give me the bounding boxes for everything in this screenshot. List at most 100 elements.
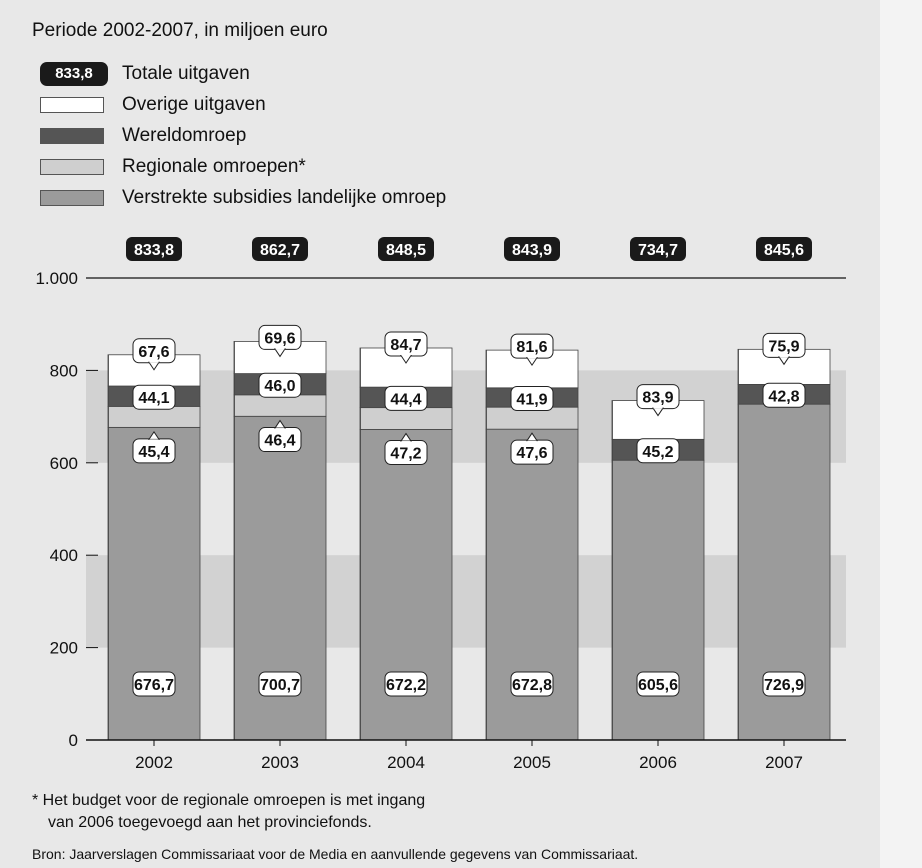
chart-subtitle: Periode 2002-2007, in miljoen euro bbox=[32, 20, 328, 41]
label-wereldomroep-2002-text: 44,1 bbox=[138, 390, 169, 407]
label-overige-2002-text: 67,6 bbox=[138, 344, 169, 361]
total-badge-2002 bbox=[126, 237, 182, 261]
label-landelijke-2002-box bbox=[132, 671, 176, 697]
label-regionale-2003: 46,4 bbox=[258, 419, 302, 453]
label-wereldomroep-2006: 45,2 bbox=[636, 438, 680, 464]
total-badge-2004 bbox=[378, 237, 434, 261]
label-landelijke-2004: 672,2 bbox=[384, 671, 428, 697]
label-overige-2005-text: 81,6 bbox=[516, 339, 547, 356]
label-regionale-2004: 47,2 bbox=[384, 432, 428, 466]
total-label-2004: 848,5 bbox=[386, 242, 426, 259]
label-wereldomroep-2007: 42,8 bbox=[762, 382, 806, 408]
label-landelijke-2002: 676,7 bbox=[132, 671, 176, 697]
legend-item-overige: Overige uitgaven bbox=[40, 93, 266, 117]
label-landelijke-2002-text: 676,7 bbox=[134, 677, 174, 694]
y-tick-label: 0 bbox=[69, 731, 78, 750]
label-overige-2006-pointer-join bbox=[653, 406, 663, 409]
x-tick-label: 2005 bbox=[513, 753, 551, 772]
label-overige-2006-text: 83,9 bbox=[642, 390, 673, 407]
source-note: Bron: Jaarverslagen Commissariaat voor d… bbox=[32, 846, 639, 862]
footnote-line-1: * Het budget voor de regionale omroepen … bbox=[32, 792, 426, 809]
label-regionale-2002: 45,4 bbox=[132, 430, 176, 464]
label-landelijke-2003-text: 700,7 bbox=[260, 677, 300, 694]
legend-item-wereldomroep: Wereldomroep bbox=[40, 124, 246, 148]
label-wereldomroep-2007-text: 42,8 bbox=[768, 388, 799, 405]
legend-swatch-wereldomroep bbox=[40, 128, 104, 144]
label-landelijke-2004-text: 672,2 bbox=[386, 677, 426, 694]
x-tick-label: 2003 bbox=[261, 753, 299, 772]
label-regionale-2003-pointer bbox=[274, 419, 286, 429]
label-regionale-2003-text: 46,4 bbox=[264, 433, 295, 450]
label-landelijke-2003: 700,7 bbox=[258, 671, 302, 697]
label-overige-2007-pointer-join bbox=[779, 355, 789, 358]
label-regionale-2003-pointer-join bbox=[275, 428, 285, 431]
label-wereldomroep-2005-box bbox=[510, 385, 554, 411]
y-tick-label: 1.000 bbox=[35, 269, 78, 288]
total-badge-2006 bbox=[630, 237, 686, 261]
legend-item-regionale: Regionale omroepen* bbox=[40, 155, 306, 179]
label-wereldomroep-2005-text: 41,9 bbox=[516, 391, 547, 408]
label-wereldomroep-2002-box bbox=[132, 384, 176, 410]
label-regionale-2004-text: 47,2 bbox=[390, 446, 421, 463]
label-wereldomroep-2002: 44,1 bbox=[132, 384, 176, 410]
label-landelijke-2005-box bbox=[510, 671, 554, 697]
label-overige-2005: 81,6 bbox=[510, 333, 554, 367]
label-overige-2007-text: 75,9 bbox=[768, 338, 799, 355]
total-badge-2003 bbox=[252, 237, 308, 261]
right-margin bbox=[880, 0, 922, 868]
label-wereldomroep-2003-box bbox=[258, 372, 302, 398]
bar-landelijke-2006 bbox=[611, 459, 705, 741]
label-wereldomroep-2007-box bbox=[762, 382, 806, 408]
label-overige-2004-text: 84,7 bbox=[390, 337, 421, 354]
label-wereldomroep-2004-box bbox=[384, 385, 428, 411]
legend-label-overige: Overige uitgaven bbox=[122, 94, 266, 115]
label-overige-2005-pointer-join bbox=[527, 356, 537, 359]
band-600-800 bbox=[86, 370, 846, 463]
label-overige-2004-pointer-join bbox=[401, 353, 411, 356]
bar-regionale-2004 bbox=[359, 407, 453, 430]
y-tick-label: 800 bbox=[50, 361, 78, 380]
x-tick-label: 2006 bbox=[639, 753, 677, 772]
label-regionale-2002-pointer-join bbox=[149, 439, 159, 442]
label-landelijke-2007: 726,9 bbox=[762, 671, 806, 697]
legend-item-total: 833,8 Totale uitgaven bbox=[40, 62, 250, 86]
x-tick-label: 2002 bbox=[135, 753, 173, 772]
label-overige-2006: 83,9 bbox=[636, 384, 680, 417]
label-regionale-2004-pointer bbox=[400, 432, 412, 442]
label-landelijke-2005: 672,8 bbox=[510, 671, 554, 697]
footnote-line-2: van 2006 toegevoegd aan het provinciefon… bbox=[48, 814, 372, 831]
total-label-2005: 843,9 bbox=[512, 242, 552, 259]
label-landelijke-2003-box bbox=[258, 671, 302, 697]
label-wereldomroep-2006-text: 45,2 bbox=[642, 444, 673, 461]
label-landelijke-2007-text: 726,9 bbox=[764, 677, 804, 694]
legend-label-wereldomroep: Wereldomroep bbox=[122, 125, 247, 146]
label-overige-2007: 75,9 bbox=[762, 332, 806, 366]
legend-total-badge: 833,8 bbox=[40, 62, 108, 86]
legend-label-regionale: Regionale omroepen* bbox=[122, 156, 306, 177]
x-tick-label: 2004 bbox=[387, 753, 425, 772]
label-landelijke-2004-box bbox=[384, 671, 428, 697]
total-label-2007: 845,6 bbox=[764, 242, 804, 259]
label-overige-2004: 84,7 bbox=[384, 331, 428, 364]
legend-label-landelijke: Verstrekte subsidies landelijke omroep bbox=[122, 187, 447, 208]
legend-swatch-overige bbox=[40, 97, 104, 113]
legend-item-landelijke: Verstrekte subsidies landelijke omroep bbox=[40, 186, 446, 210]
band-200-400 bbox=[86, 555, 846, 648]
label-overige-2003-text: 69,6 bbox=[264, 330, 295, 347]
x-tick-label: 2007 bbox=[765, 753, 803, 772]
label-wereldomroep-2006-box bbox=[636, 438, 680, 464]
label-overige-2003-pointer-join bbox=[275, 347, 285, 350]
label-overige-2003: 69,6 bbox=[258, 324, 302, 358]
label-wereldomroep-2005: 41,9 bbox=[510, 385, 554, 411]
label-regionale-2002-pointer bbox=[148, 430, 160, 440]
label-regionale-2004-pointer-join bbox=[401, 441, 411, 444]
y-tick-label: 600 bbox=[50, 454, 78, 473]
label-landelijke-2005-text: 672,8 bbox=[512, 677, 552, 694]
y-tick-label: 200 bbox=[50, 639, 78, 658]
label-wereldomroep-2003: 46,0 bbox=[258, 372, 302, 398]
legend-swatch-landelijke bbox=[40, 190, 104, 206]
y-tick-label: 400 bbox=[50, 546, 78, 565]
label-wereldomroep-2003-text: 46,0 bbox=[264, 378, 295, 395]
total-badge-2007 bbox=[756, 237, 812, 261]
